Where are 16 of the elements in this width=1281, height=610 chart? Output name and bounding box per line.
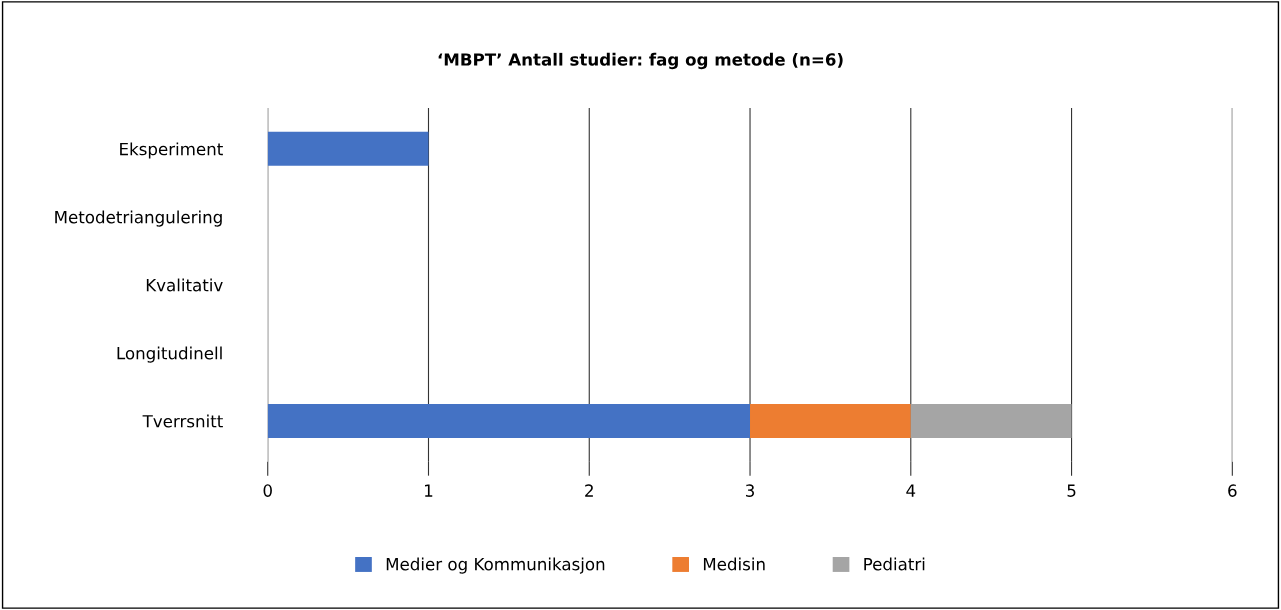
y-tick-label: Kvalitativ [146,278,223,292]
x-tick-label: 1 [425,484,433,497]
chart-title: ‘MBPT’ Antall studier: fag og metode (n=6) [438,52,843,70]
x-tick-label: 5 [1067,484,1076,497]
x-tick-label: 3 [745,484,754,497]
x-tick-label: 0 [263,484,272,497]
x-tick-label: 4 [906,484,916,497]
y-tick-label: Metodetriangulering [55,210,222,227]
legend-label: Medisin [703,557,765,571]
legend-label: Medier og Kommunikasjon [386,557,605,574]
y-tick-label: Eksperiment [120,142,223,159]
x-tick-label: 6 [1228,484,1237,497]
y-tick-label: Longitudinell [117,346,222,363]
y-tick-label: Tverrsnitt [142,414,223,428]
x-tick-label: 2 [585,484,593,497]
legend-label: Pediatri [864,557,925,571]
